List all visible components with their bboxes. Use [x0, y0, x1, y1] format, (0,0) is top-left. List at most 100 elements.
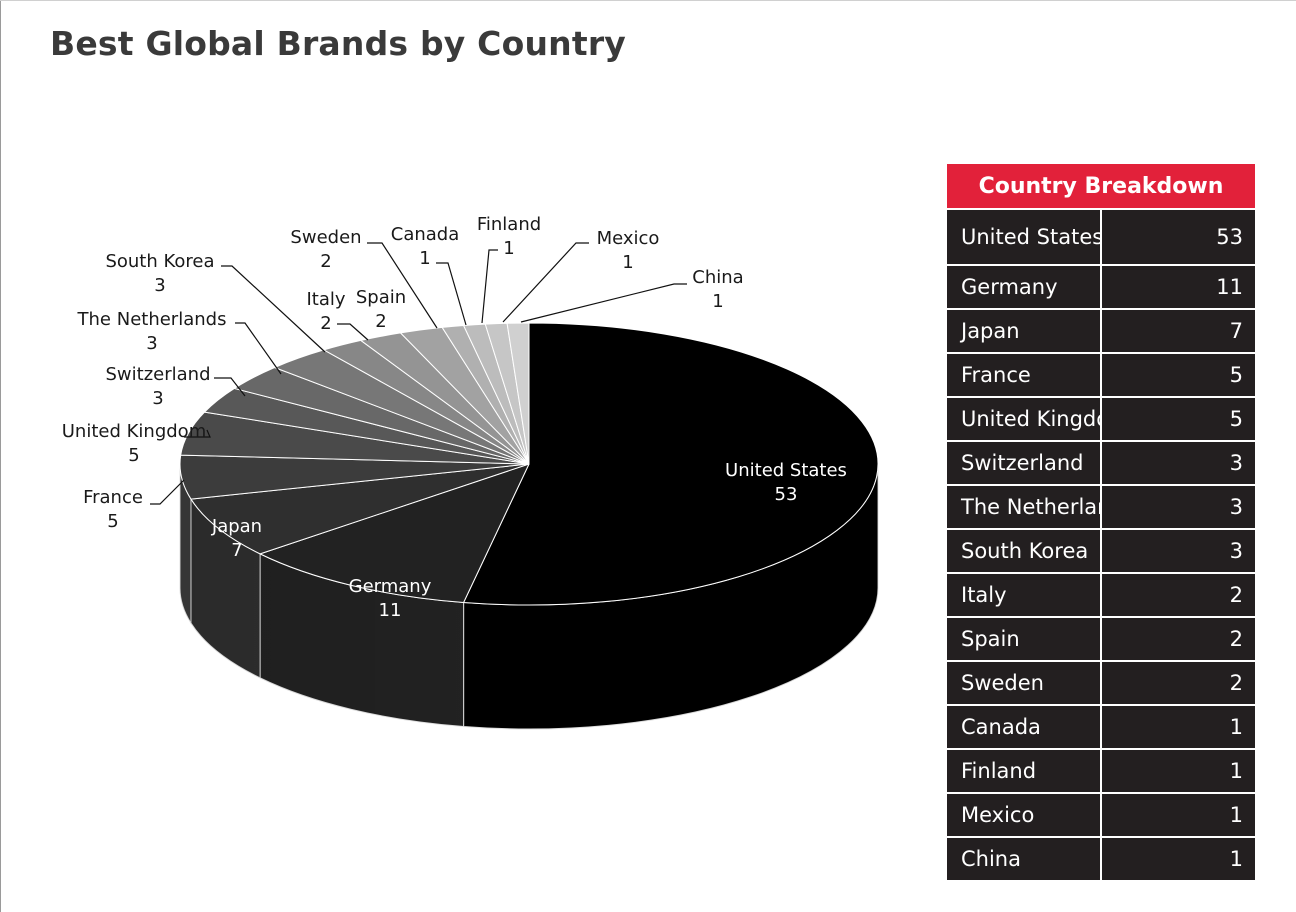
table-cell-country: China	[947, 837, 1102, 882]
table-cell-country: Sweden	[947, 661, 1102, 706]
pie-top	[179, 322, 879, 606]
leader-line-china	[520, 283, 687, 323]
label-canada: Canada	[391, 224, 460, 245]
leader-line-switzerland	[214, 377, 246, 397]
value-south-korea: 3	[154, 275, 165, 296]
leader-line-canada	[436, 262, 467, 326]
value-spain: 2	[375, 311, 386, 332]
table-cell-country: Italy	[947, 573, 1102, 618]
table-row: Germany 11	[947, 265, 1255, 310]
pie-slice-germany	[259, 463, 530, 604]
label-the-netherlands: The Netherlands	[77, 309, 227, 330]
pie-side-shading	[180, 464, 878, 729]
table-row: South Korea 3	[947, 529, 1255, 574]
value-mexico: 1	[622, 252, 633, 273]
leader-line-finland	[481, 249, 498, 324]
label-china: China	[692, 267, 743, 288]
table-cell-country: Germany	[947, 265, 1102, 310]
table-body: United States 53 Germany 11 Japan 7 France 5 Uni…	[947, 209, 1255, 882]
table-cell-count: 5	[1101, 397, 1255, 442]
label-united-states: United States	[725, 460, 847, 481]
table-cell-country: Finland	[947, 749, 1102, 794]
table-row: Sweden 2	[947, 661, 1255, 706]
leader-line-the-netherlands	[235, 322, 282, 375]
table-cell-country: United States	[947, 209, 1102, 266]
table-cell-count: 2	[1101, 617, 1255, 662]
table-cell-country: United Kingdom	[947, 397, 1102, 442]
value-the-netherlands: 3	[146, 333, 157, 354]
table-cell-country: The Netherlands	[947, 485, 1102, 530]
label-spain: Spain	[356, 287, 406, 308]
table-cell-country: South Korea	[947, 529, 1102, 574]
table-row: France 5	[947, 353, 1255, 398]
leader-line-italy	[337, 323, 369, 341]
table-header-row: Country Breakdown	[947, 164, 1255, 210]
label-united-kingdom: United Kingdom	[62, 421, 206, 442]
table-cell-country: Mexico	[947, 793, 1102, 838]
value-japan: 7	[231, 540, 242, 561]
table-row: Canada 1	[947, 705, 1255, 750]
table-cell-count: 1	[1101, 749, 1255, 794]
table-cell-country: Switzerland	[947, 441, 1102, 486]
table-cell-count: 3	[1101, 441, 1255, 486]
value-united-states: 53	[775, 484, 798, 505]
leader-line-france	[150, 479, 185, 505]
country-breakdown-table: Country Breakdown United States 53 Germany…	[947, 164, 1255, 882]
value-canada: 1	[419, 248, 430, 269]
leader-line-south-korea	[221, 265, 326, 353]
table-row: Japan 7	[947, 309, 1255, 354]
table-cell-country: Spain	[947, 617, 1102, 662]
pie-chart: United States53Germany11Japan7France5Uni…	[62, 214, 879, 730]
table-cell-count: 3	[1101, 529, 1255, 574]
pie-labels: United States53Germany11Japan7France5Uni…	[62, 214, 847, 621]
label-finland: Finland	[477, 214, 541, 235]
table-cell-count: 7	[1101, 309, 1255, 354]
value-sweden: 2	[320, 251, 331, 272]
label-south-korea: South Korea	[105, 251, 214, 272]
table-cell-count: 5	[1101, 353, 1255, 398]
label-switzerland: Switzerland	[106, 364, 211, 385]
pie-leader-lines	[150, 242, 687, 505]
table-cell-count: 53	[1101, 209, 1255, 266]
table-cell-count: 2	[1101, 661, 1255, 706]
value-germany: 11	[379, 600, 402, 621]
table-row: Switzerland 3	[947, 441, 1255, 486]
pie-slice-japan	[190, 463, 530, 555]
value-finland: 1	[503, 238, 514, 259]
table-cell-count: 1	[1101, 705, 1255, 750]
table-row: Mexico 1	[947, 793, 1255, 838]
table-row: Spain 2	[947, 617, 1255, 662]
label-mexico: Mexico	[597, 228, 660, 249]
table-cell-count: 2	[1101, 573, 1255, 618]
pie-slice-united-states	[463, 322, 879, 606]
table-header: Country Breakdown	[947, 164, 1255, 210]
table-row: China 1	[947, 837, 1255, 882]
label-france: France	[83, 487, 143, 508]
table-row: Italy 2	[947, 573, 1255, 618]
label-italy: Italy	[306, 289, 345, 310]
leader-line-mexico	[502, 242, 589, 323]
table-row: Finland 1	[947, 749, 1255, 794]
page-title: Best Global Brands by Country	[50, 24, 627, 63]
table-cell-count: 11	[1101, 265, 1255, 310]
table-row: United States 53	[947, 209, 1255, 266]
leader-line-sweden	[367, 242, 438, 329]
leader-line-united-kingdom	[184, 429, 211, 438]
value-united-kingdom: 5	[128, 445, 139, 466]
label-japan: Japan	[211, 516, 262, 537]
table-cell-country: France	[947, 353, 1102, 398]
table-cell-count: 1	[1101, 793, 1255, 838]
table-cell-country: Japan	[947, 309, 1102, 354]
label-sweden: Sweden	[290, 227, 361, 248]
frame-left-border	[0, 0, 1, 912]
value-china: 1	[712, 291, 723, 312]
value-france: 5	[107, 511, 118, 532]
value-switzerland: 3	[152, 388, 163, 409]
frame-top-border	[0, 0, 1296, 1]
table-cell-count: 3	[1101, 485, 1255, 530]
pie-slice-china	[506, 322, 530, 465]
value-italy: 2	[320, 313, 331, 334]
table-cell-count: 1	[1101, 837, 1255, 882]
